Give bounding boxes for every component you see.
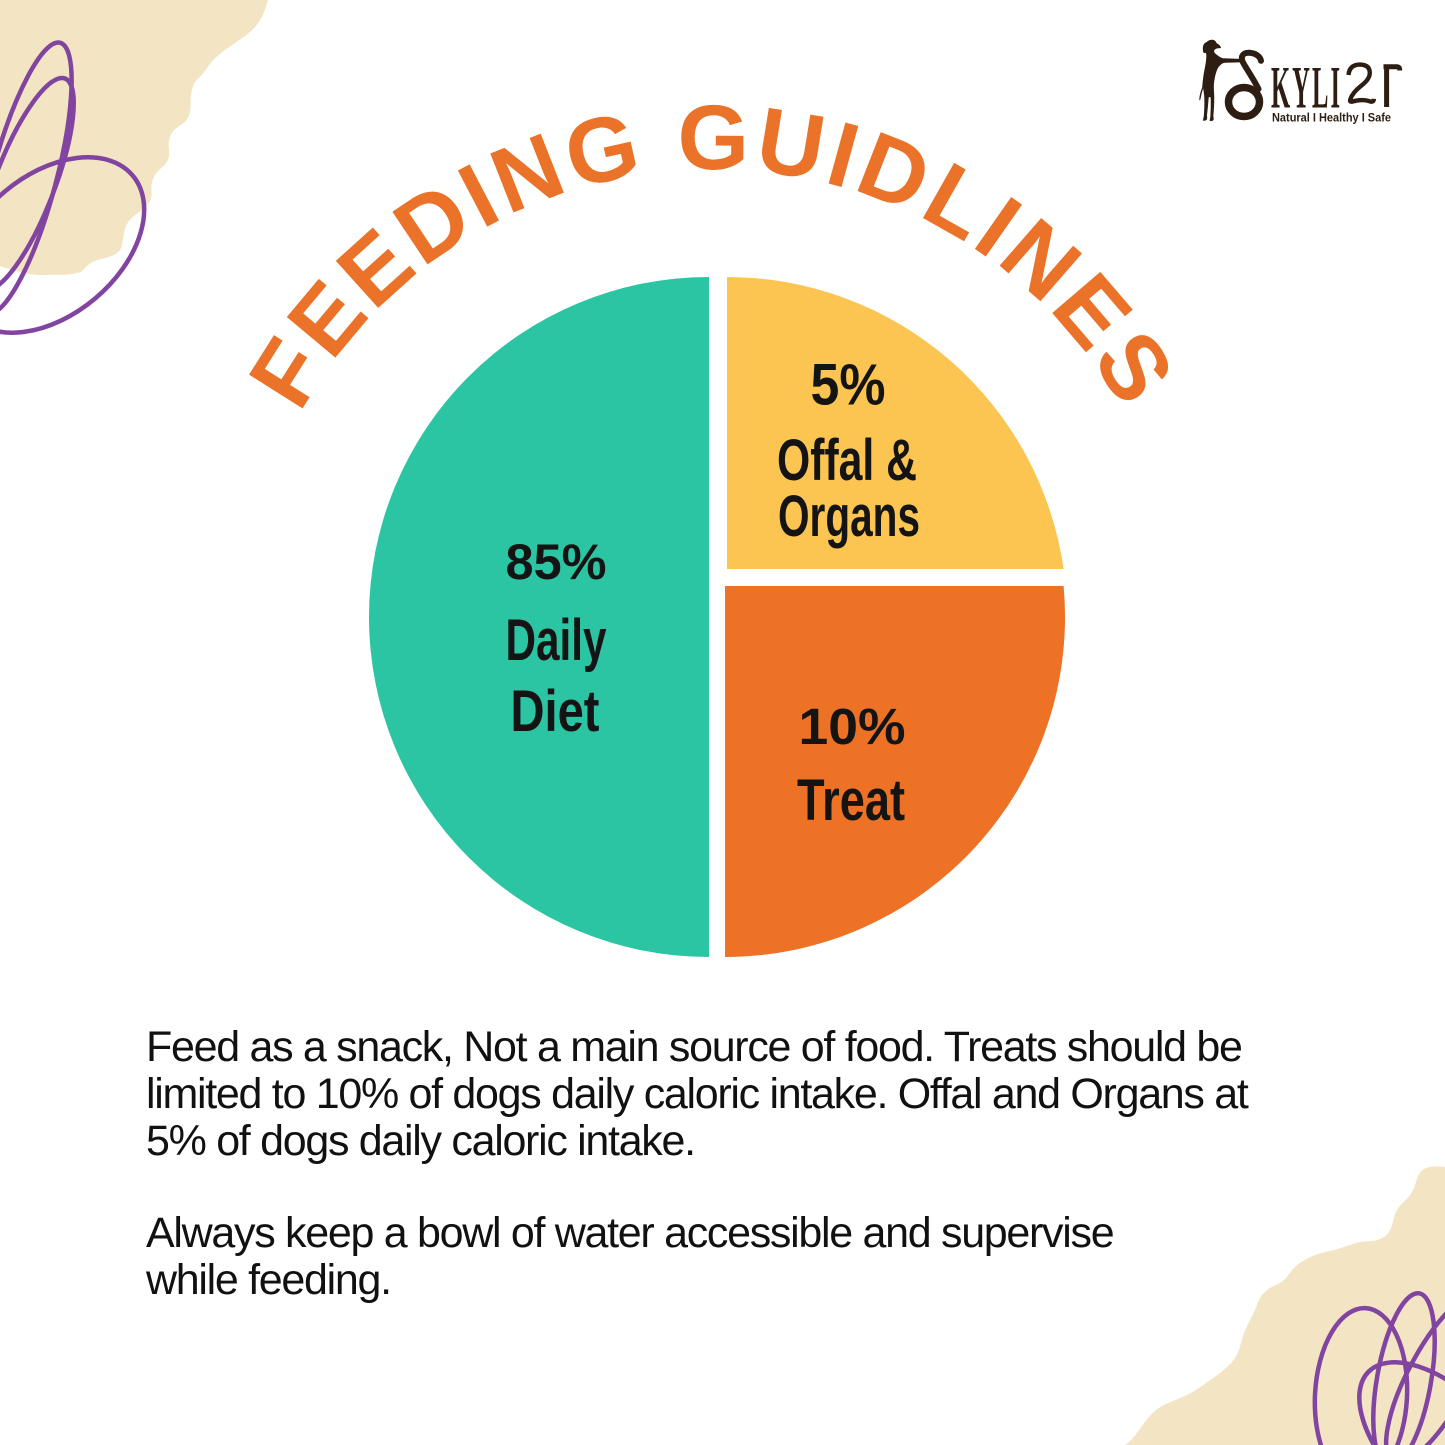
svg-text:KYLI: KYLI <box>1271 54 1342 121</box>
svg-text:Diet: Diet <box>511 679 600 744</box>
svg-text:Natural I Healthy I Safe: Natural I Healthy I Safe <box>1272 111 1391 125</box>
svg-text:85%: 85% <box>506 534 607 590</box>
svg-text:Daily: Daily <box>506 608 607 673</box>
svg-text:Treat: Treat <box>797 768 905 833</box>
svg-text:Organs: Organs <box>778 484 920 549</box>
svg-text:10%: 10% <box>799 698 906 755</box>
svg-text:5%: 5% <box>811 353 886 418</box>
svg-text:FEEDING GUIDLINES: FEEDING GUIDLINES <box>230 87 1195 424</box>
svg-text:Offal &: Offal & <box>777 428 917 493</box>
